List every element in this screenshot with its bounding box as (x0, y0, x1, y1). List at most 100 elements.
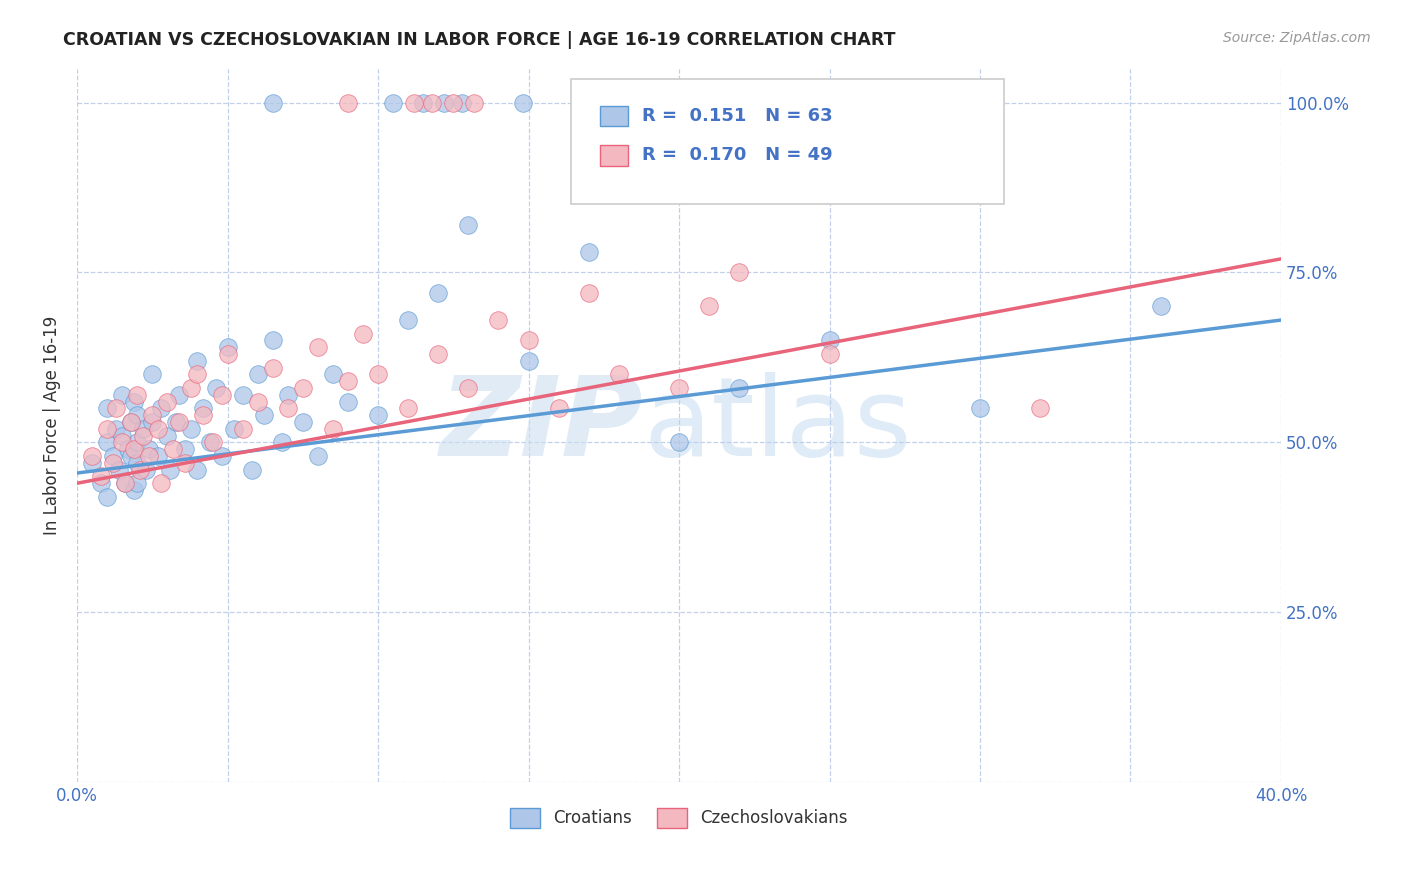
Point (141, 409, 163, 423)
Point (180, 422, 202, 436)
Point (262, 95, 284, 110)
Point (169, 415, 191, 429)
Point (198, 435, 221, 450)
Point (607, 368, 630, 382)
Point (96, 435, 118, 450)
Point (217, 340, 239, 354)
Point (697, 300, 720, 314)
Point (186, 368, 208, 382)
Point (120, 415, 142, 429)
Text: ZIP: ZIP (440, 372, 643, 479)
Point (211, 449, 233, 463)
Point (232, 388, 254, 402)
Point (211, 388, 233, 402)
Y-axis label: In Labor Force | Age 16-19: In Labor Force | Age 16-19 (44, 316, 60, 535)
Point (90, 476, 112, 491)
Point (132, 422, 155, 436)
Point (547, 401, 569, 416)
Point (307, 340, 329, 354)
Point (396, 401, 419, 416)
Point (138, 442, 160, 457)
Point (222, 422, 245, 436)
Point (262, 360, 284, 375)
Point (578, 95, 600, 110)
Point (322, 422, 344, 436)
Point (204, 381, 226, 395)
Point (114, 476, 136, 491)
Text: atlas: atlas (643, 372, 911, 479)
Point (174, 456, 197, 470)
Point (367, 368, 389, 382)
Point (193, 401, 215, 416)
Point (186, 354, 208, 368)
Point (165, 415, 187, 429)
Point (132, 428, 155, 442)
Point (818, 347, 841, 361)
Point (111, 428, 134, 442)
Point (105, 422, 128, 436)
Point (277, 401, 299, 416)
Text: Source: ZipAtlas.com: Source: ZipAtlas.com (1223, 31, 1371, 45)
Point (322, 368, 344, 382)
Point (307, 449, 329, 463)
Point (105, 401, 128, 416)
Point (668, 435, 690, 450)
Point (120, 449, 142, 463)
Point (1149, 300, 1171, 314)
Point (969, 401, 991, 416)
Point (420, 95, 443, 110)
Point (127, 476, 149, 491)
Point (156, 428, 179, 442)
Point (150, 476, 173, 491)
Point (457, 381, 479, 395)
Point (159, 462, 181, 476)
Point (291, 381, 314, 395)
Point (117, 442, 139, 457)
Point (488, 313, 510, 327)
Point (217, 347, 239, 361)
Point (457, 218, 479, 232)
Legend: Croatians, Czechoslovakians: Croatians, Czechoslovakians (503, 801, 855, 835)
Point (82, 456, 104, 470)
Point (1029, 401, 1052, 416)
Point (352, 326, 374, 341)
Point (127, 456, 149, 470)
Text: R =  0.170   N = 49: R = 0.170 N = 49 (641, 146, 832, 164)
Point (246, 394, 269, 409)
Point (433, 95, 456, 110)
Point (412, 95, 434, 110)
Point (367, 409, 389, 423)
Point (463, 95, 485, 110)
Point (728, 381, 751, 395)
Point (96, 401, 118, 416)
Point (124, 394, 146, 409)
Point (169, 388, 191, 402)
Point (148, 422, 170, 436)
Point (336, 394, 359, 409)
Point (668, 381, 690, 395)
Point (232, 422, 254, 436)
Point (135, 462, 157, 476)
Point (114, 476, 136, 491)
Point (127, 435, 149, 450)
Point (127, 388, 149, 402)
Point (713, 95, 735, 110)
Point (150, 401, 173, 416)
Point (138, 449, 160, 463)
Point (517, 354, 540, 368)
Point (517, 334, 540, 348)
Point (201, 435, 224, 450)
Point (512, 95, 534, 110)
Point (162, 442, 184, 457)
Point (427, 285, 450, 300)
Point (111, 388, 134, 402)
Point (728, 265, 751, 279)
Point (141, 368, 163, 382)
Point (127, 409, 149, 423)
Text: CROATIAN VS CZECHOSLOVAKIAN IN LABOR FORCE | AGE 16-19 CORRELATION CHART: CROATIAN VS CZECHOSLOVAKIAN IN LABOR FOR… (63, 31, 896, 49)
Point (193, 409, 215, 423)
Point (82, 449, 104, 463)
Point (180, 381, 202, 395)
FancyBboxPatch shape (571, 79, 1004, 204)
Point (124, 483, 146, 497)
